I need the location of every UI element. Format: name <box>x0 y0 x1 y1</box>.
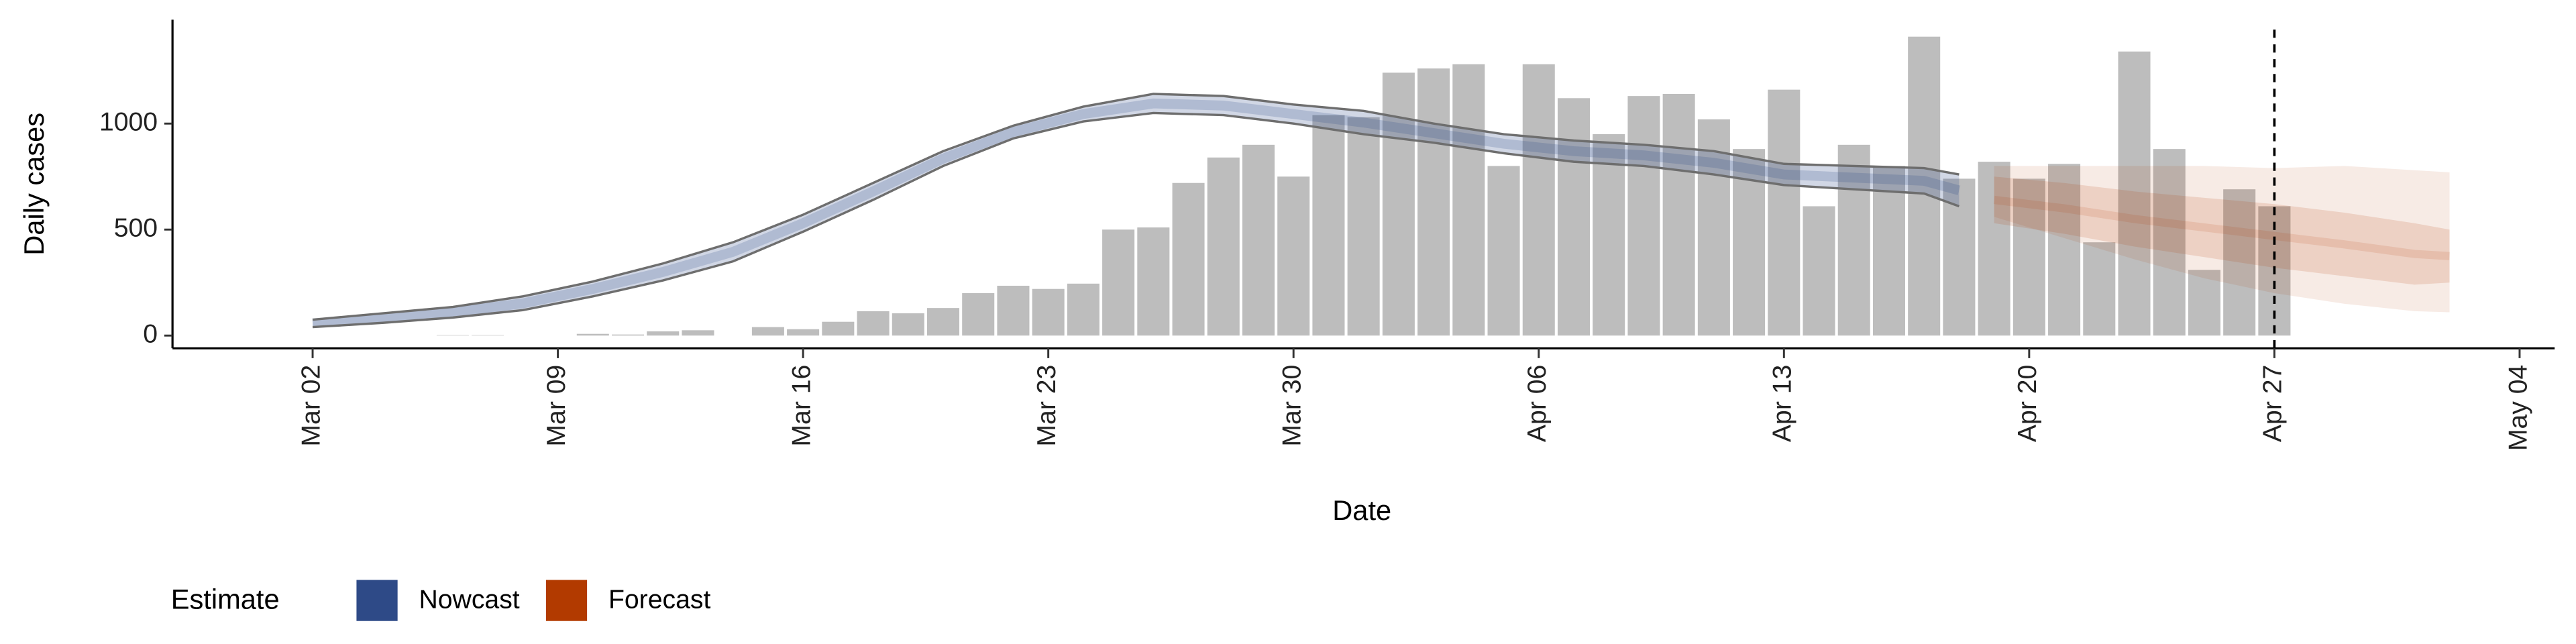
bar <box>1067 283 1099 336</box>
bar <box>2048 164 2081 336</box>
bar <box>1593 134 1625 336</box>
bar <box>472 335 504 336</box>
bar <box>2012 178 2045 336</box>
x-tick-label: May 04 <box>2504 365 2532 451</box>
legend-label: Nowcast <box>419 586 519 614</box>
bar <box>751 327 784 336</box>
bar <box>1347 117 1380 336</box>
bar <box>2118 51 2151 336</box>
bar <box>576 333 609 336</box>
bar <box>1487 166 1520 336</box>
bar <box>892 313 924 336</box>
bar <box>2153 149 2186 336</box>
bar <box>1102 229 1135 336</box>
bar <box>1557 98 1590 336</box>
x-tick-label: Mar 02 <box>297 365 325 447</box>
bar <box>1382 72 1415 336</box>
bar <box>926 308 960 336</box>
bar <box>962 293 995 336</box>
y-tick-label: 0 <box>143 320 158 349</box>
x-tick-label: Mar 23 <box>1032 365 1061 447</box>
bar <box>1172 182 1205 336</box>
bar <box>1242 144 1275 336</box>
bar <box>1417 68 1450 336</box>
forecast-band-90 <box>1994 166 2450 313</box>
bar <box>682 330 714 336</box>
legend-title: Estimate <box>171 583 280 614</box>
bar <box>1978 162 2010 336</box>
bar <box>1697 119 1730 336</box>
bar <box>1872 166 1905 336</box>
x-tick-label: Mar 16 <box>787 365 816 447</box>
forecast-median <box>1993 195 2450 260</box>
bar <box>1522 64 1555 336</box>
bar <box>647 331 680 336</box>
x-tick-label: Apr 20 <box>2013 365 2042 442</box>
bar <box>611 334 645 336</box>
bar <box>1943 178 1976 336</box>
bar <box>1627 96 1660 336</box>
bar <box>1137 227 1170 336</box>
bar <box>436 335 469 336</box>
bar <box>1662 93 1695 336</box>
bar <box>2223 189 2256 336</box>
bar <box>1312 115 1345 336</box>
bar <box>997 285 1030 336</box>
bar <box>2083 242 2116 336</box>
y-tick-label: 500 <box>114 214 158 243</box>
x-tick-label: Mar 30 <box>1278 365 1307 447</box>
bar <box>1207 157 1240 336</box>
bar <box>857 311 890 336</box>
bar <box>1032 288 1065 336</box>
y-axis-title: Daily cases <box>18 113 50 256</box>
bar <box>1803 206 1835 336</box>
x-tick-label: Apr 13 <box>1768 365 1797 442</box>
nowcast-median <box>312 98 1961 329</box>
x-tick-label: Apr 27 <box>2259 365 2288 442</box>
bar <box>1908 36 1941 336</box>
legend-label: Forecast <box>608 586 711 614</box>
x-tick-label: Mar 09 <box>542 365 571 447</box>
bar <box>1452 64 1485 336</box>
x-tick-label: Apr 06 <box>1523 365 1552 442</box>
bar <box>1277 176 1310 336</box>
nowcast-lower-line <box>312 111 1960 329</box>
nowcast-upper-line <box>312 93 1960 321</box>
bar <box>787 329 820 336</box>
bar <box>2188 270 2220 336</box>
bar <box>1768 89 1801 336</box>
nowcast-band <box>313 93 1960 327</box>
bar <box>1837 144 1870 336</box>
x-axis-title: Date <box>1332 494 1391 526</box>
legend-swatch <box>545 580 588 621</box>
y-tick-label: 1000 <box>99 108 158 137</box>
bar <box>822 321 855 336</box>
forecast-band-50 <box>1994 176 2450 285</box>
legend-swatch <box>356 580 398 621</box>
